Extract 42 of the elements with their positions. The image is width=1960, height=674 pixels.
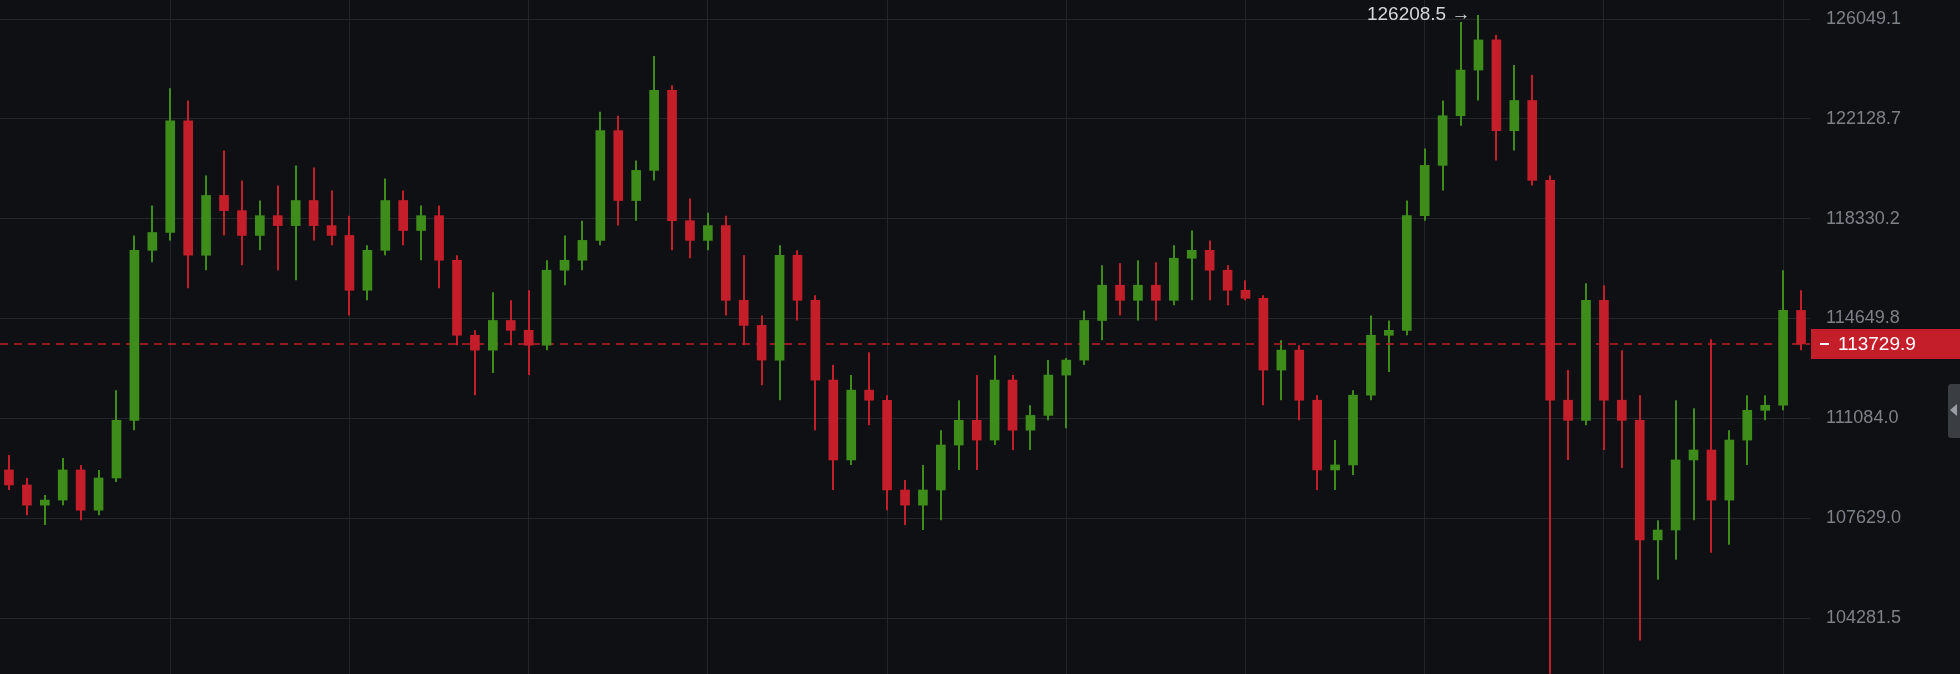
candlestick bbox=[1204, 239, 1215, 302]
y-tick-label: 114649.8 bbox=[1826, 307, 1900, 328]
candlestick bbox=[900, 478, 910, 527]
candlestick bbox=[255, 199, 265, 252]
annotation: 126208.5 → bbox=[1366, 3, 1471, 25]
candlestick bbox=[4, 453, 14, 492]
candlestick bbox=[1151, 261, 1161, 322]
candlestick bbox=[1617, 349, 1627, 469]
candlestick bbox=[22, 476, 32, 517]
y-tick-label: 122128.7 bbox=[1826, 107, 1902, 128]
candlestick bbox=[1760, 394, 1771, 422]
candlestick bbox=[39, 494, 50, 527]
y-tick-label: 104281.5 bbox=[1826, 606, 1902, 627]
y-tick-label: 111084.0 bbox=[1826, 407, 1899, 428]
candlestick bbox=[326, 189, 337, 247]
y-tick-label: 118330.2 bbox=[1826, 207, 1900, 228]
candlestick bbox=[416, 204, 426, 262]
y-tick-label: 107629.0 bbox=[1826, 507, 1902, 528]
candlestick bbox=[272, 184, 283, 272]
candlestick bbox=[1115, 262, 1125, 317]
candlestick bbox=[685, 197, 695, 260]
candlestick bbox=[1186, 229, 1197, 302]
candlestick bbox=[1563, 369, 1573, 461]
candlestick bbox=[1133, 259, 1143, 322]
candlestick bbox=[147, 204, 158, 264]
candlestick bbox=[1652, 519, 1663, 581]
candlestick bbox=[1276, 339, 1287, 402]
ref-line-label: 113729.9 bbox=[1838, 333, 1916, 355]
candlestick bbox=[918, 463, 928, 532]
candlestick bbox=[703, 211, 713, 252]
candlestick bbox=[864, 351, 874, 427]
candlestick bbox=[559, 234, 570, 287]
candlestick bbox=[971, 374, 982, 471]
y-tick-label: 126049.1 bbox=[1826, 7, 1902, 28]
candlestick bbox=[1240, 279, 1251, 302]
candlestick bbox=[577, 219, 588, 272]
candlestick bbox=[1061, 357, 1072, 430]
candlestick bbox=[1222, 264, 1233, 307]
candlestick bbox=[1330, 439, 1340, 492]
candlestick bbox=[1025, 404, 1036, 451]
candlestick bbox=[1384, 319, 1394, 374]
candlestick bbox=[219, 149, 229, 237]
